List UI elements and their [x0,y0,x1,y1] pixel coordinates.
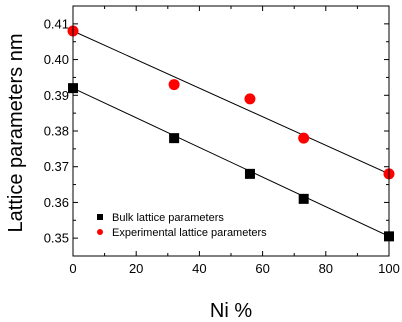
y-tick-label: 0.37 [44,159,69,174]
legend-marker-square [97,214,103,220]
y-tick-label: 0.35 [44,231,69,246]
data-point-square [244,168,255,179]
x-tick-label: 0 [69,261,76,276]
y-tick-label: 0.38 [44,124,69,139]
y-tick-label: 0.36 [44,195,69,210]
legend-label: Experimental lattice parameters [112,227,267,239]
data-points-layer [67,25,395,242]
legend-marker-circle [97,229,103,235]
x-tick-label: 40 [192,261,206,276]
y-tick-label: 0.40 [44,52,69,67]
x-tick-label: 80 [319,261,333,276]
x-axis-title: Ni % [210,300,252,322]
fit-line-series-2 [72,30,390,175]
y-axis-title: Lattice parameters nm [5,34,27,233]
y-tick-label: 0.41 [44,16,69,31]
fit-line-series-1 [72,87,390,237]
x-tick-label: 60 [255,261,269,276]
legend-label: Bulk lattice parameters [112,212,224,224]
legend: Bulk lattice parameters Experimental latt… [97,212,267,239]
plot-frame [72,5,390,257]
data-point-square [169,133,180,144]
x-tick-label: 100 [378,261,400,276]
data-point-circle [298,132,310,144]
data-point-circle [244,93,256,105]
data-point-square [298,193,309,204]
y-tick-label: 0.39 [44,88,69,103]
x-tick-label: 20 [129,261,143,276]
data-point-circle [168,79,180,91]
fit-lines-layer [72,30,390,237]
